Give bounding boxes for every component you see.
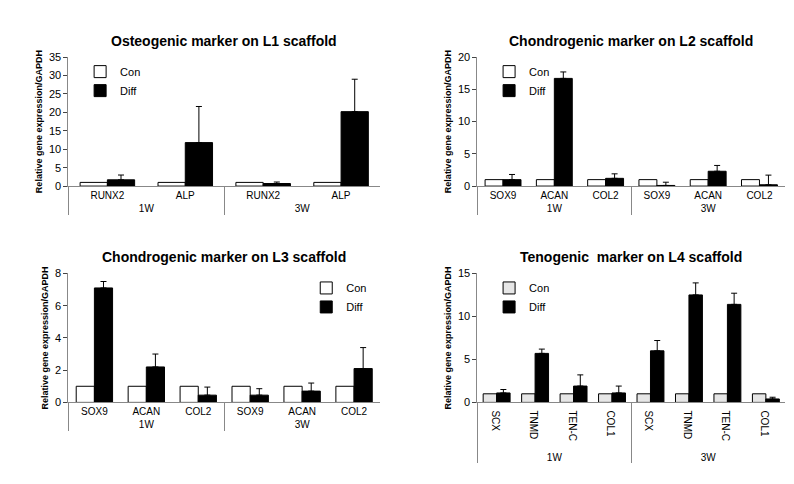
svg-text:Relative gene expression/GAPDH: Relative gene expression/GAPDH	[40, 266, 50, 409]
svg-text:Relative gene expression/GAPDH: Relative gene expression/GAPDH	[443, 50, 453, 193]
svg-text:3W: 3W	[701, 203, 717, 214]
svg-text:SCX: SCX	[490, 410, 501, 431]
svg-text:Diff: Diff	[120, 85, 137, 97]
svg-text:5: 5	[464, 148, 470, 160]
svg-text:Con: Con	[529, 66, 549, 78]
svg-text:ALP: ALP	[332, 190, 351, 201]
svg-text:15: 15	[458, 267, 470, 279]
svg-text:COL1: COL1	[605, 410, 616, 437]
svg-text:6: 6	[55, 300, 61, 312]
svg-text:Chondrogenic marker on L3 scaf: Chondrogenic marker on L3 scaffold	[102, 249, 346, 265]
svg-text:COL1: COL1	[759, 410, 770, 437]
svg-text:15: 15	[49, 125, 61, 137]
svg-text:Con: Con	[529, 282, 549, 294]
svg-text:4: 4	[55, 332, 61, 344]
svg-text:15: 15	[458, 83, 470, 95]
svg-text:ALP: ALP	[176, 190, 195, 201]
svg-text:SCX: SCX	[643, 410, 654, 431]
svg-text:0: 0	[55, 396, 61, 408]
svg-text:ACAN: ACAN	[288, 406, 316, 417]
svg-text:Con: Con	[346, 282, 366, 294]
svg-text:0: 0	[55, 180, 61, 192]
svg-text:1W: 1W	[547, 452, 563, 463]
svg-text:1W: 1W	[139, 419, 155, 430]
svg-text:25: 25	[49, 88, 61, 100]
svg-text:Relative gene expression/GAPDH: Relative gene expression/GAPDH	[443, 266, 453, 409]
svg-text:TEN-C: TEN-C	[567, 410, 578, 441]
svg-text:5: 5	[464, 353, 470, 365]
svg-text:10: 10	[49, 143, 61, 155]
svg-text:RUNX2: RUNX2	[246, 190, 280, 201]
svg-text:ACAN: ACAN	[132, 406, 160, 417]
svg-text:Relative gene expression/GAPDH: Relative gene expression/GAPDH	[34, 50, 44, 193]
svg-text:SOX9: SOX9	[644, 190, 671, 201]
svg-text:2: 2	[55, 364, 61, 376]
svg-text:1W: 1W	[547, 203, 563, 214]
svg-text:20: 20	[458, 51, 470, 63]
svg-text:10: 10	[458, 115, 470, 127]
svg-text:Diff: Diff	[529, 85, 546, 97]
svg-text:COL2: COL2	[593, 190, 620, 201]
svg-text:3W: 3W	[295, 419, 311, 430]
svg-text:20: 20	[49, 106, 61, 118]
svg-text:10: 10	[458, 310, 470, 322]
svg-text:Diff: Diff	[529, 301, 546, 313]
svg-text:3W: 3W	[701, 452, 717, 463]
svg-text:Con: Con	[120, 66, 140, 78]
svg-text:Chondrogenic marker on L2 scaf: Chondrogenic marker on L2 scaffold	[509, 33, 753, 49]
svg-text:0: 0	[464, 180, 470, 192]
svg-text:TEN-C: TEN-C	[720, 410, 731, 441]
svg-text:Diff: Diff	[346, 301, 363, 313]
svg-text:ACAN: ACAN	[540, 190, 568, 201]
svg-text:TNMD: TNMD	[682, 410, 693, 439]
svg-text:TNMD: TNMD	[528, 410, 539, 439]
svg-text:3W: 3W	[295, 203, 311, 214]
svg-text:COL2: COL2	[746, 190, 773, 201]
svg-text:1W: 1W	[139, 203, 155, 214]
svg-text:Tenogenic marker on L4 scaffo: Tenogenic marker on L4 scaffold	[520, 249, 742, 265]
svg-text:SOX9: SOX9	[81, 406, 108, 417]
svg-text:RUNX2: RUNX2	[90, 190, 124, 201]
svg-text:30: 30	[49, 69, 61, 81]
svg-text:ACAN: ACAN	[694, 190, 722, 201]
svg-text:SOX9: SOX9	[490, 190, 517, 201]
svg-text:8: 8	[55, 267, 61, 279]
svg-text:5: 5	[55, 162, 61, 174]
svg-text:Osteogenic marker on L1 scaffo: Osteogenic marker on L1 scaffold	[111, 33, 337, 49]
svg-text:SOX9: SOX9	[237, 406, 264, 417]
svg-text:COL2: COL2	[341, 406, 368, 417]
svg-text:35: 35	[49, 51, 61, 63]
svg-text:0: 0	[464, 396, 470, 408]
svg-text:COL2: COL2	[185, 406, 212, 417]
